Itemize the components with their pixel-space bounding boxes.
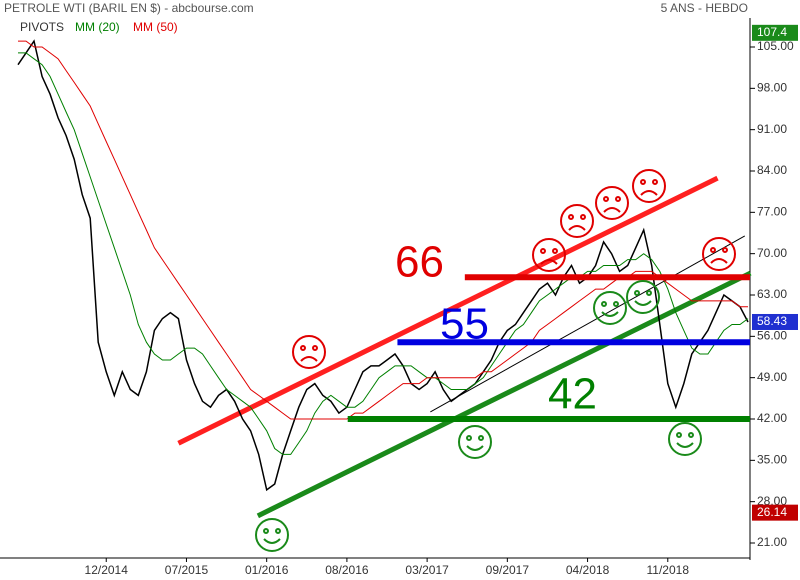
x-tick-label: 11/2018 (647, 563, 690, 577)
x-tick-label: 07/2015 (165, 563, 209, 577)
value-box (752, 24, 798, 41)
y-tick-label: 42.00 (757, 411, 787, 425)
y-tick-label: 105.00 (757, 39, 794, 53)
legend-entry: MM (50) (133, 20, 178, 34)
pivot-label: 42 (548, 370, 597, 419)
x-tick-label: 12/2014 (85, 563, 129, 577)
value-box (752, 313, 798, 330)
legend-entry: MM (20) (75, 20, 120, 34)
y-tick-label: 21.00 (757, 535, 787, 549)
y-tick-label: 28.00 (757, 494, 787, 508)
pivot-label: 55 (440, 300, 489, 349)
value-box-label: 107.4 (757, 25, 787, 39)
trend-line (177, 175, 719, 446)
y-tick-label: 49.00 (757, 370, 787, 384)
x-tick-label: 09/2017 (486, 563, 530, 577)
value-box-label: 26.14 (757, 505, 787, 519)
value-box (752, 504, 798, 521)
x-tick-label: 08/2016 (325, 563, 369, 577)
y-tick-label: 98.00 (757, 81, 787, 95)
y-tick-label: 84.00 (757, 163, 787, 177)
x-tick-label: 01/2016 (245, 563, 289, 577)
happy-faces (255, 280, 702, 552)
y-tick-label: 70.00 (757, 246, 787, 260)
trend-line (430, 235, 746, 413)
moving-average (18, 52, 749, 455)
sad-faces (292, 169, 736, 369)
x-tick-label: 03/2017 (405, 563, 449, 577)
y-tick-label: 35.00 (757, 453, 787, 467)
price-line (17, 39, 749, 492)
chart-subtitle: 5 ANS - HEBDO (661, 1, 748, 15)
trend-line (256, 270, 752, 519)
y-tick-label: 63.00 (757, 287, 787, 301)
pivots-label: PIVOTS (20, 20, 64, 34)
pivot-label: 66 (395, 238, 444, 287)
y-tick-label: 77.00 (757, 205, 787, 219)
smileys (255, 169, 736, 552)
x-tick-label: 04/2018 (566, 563, 610, 577)
value-box-label: 58.43 (757, 314, 787, 328)
y-tick-label: 91.00 (757, 122, 787, 136)
y-tick-label: 56.00 (757, 329, 787, 343)
chart-title: PETROLE WTI (BARIL EN $) - abcbourse.com (4, 1, 254, 15)
